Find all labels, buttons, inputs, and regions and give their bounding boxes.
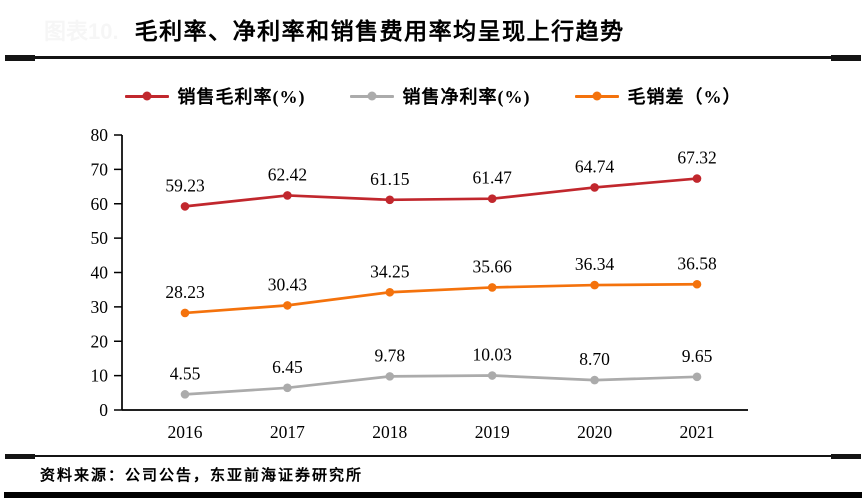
x-tick-label: 2017 xyxy=(270,422,305,442)
data-point xyxy=(692,174,702,183)
data-label: 10.03 xyxy=(473,345,513,365)
data-point xyxy=(180,202,190,211)
x-tick-label: 2016 xyxy=(168,422,203,442)
legend-dot-icon xyxy=(142,91,151,101)
data-point xyxy=(283,191,292,200)
data-label: 64.74 xyxy=(575,156,615,176)
x-tick-label: 2018 xyxy=(372,422,407,442)
data-point xyxy=(487,194,497,203)
x-tick-label: 2019 xyxy=(475,422,510,442)
data-point xyxy=(590,280,599,290)
legend-dot-icon xyxy=(592,91,601,101)
data-point xyxy=(385,372,395,381)
legend-item: 销售净利率(%) xyxy=(349,83,531,109)
data-label: 35.66 xyxy=(473,256,513,276)
data-label: 61.47 xyxy=(473,168,513,188)
data-label: 36.58 xyxy=(677,253,717,273)
data-label: 34.25 xyxy=(370,261,410,281)
data-point xyxy=(385,287,395,297)
y-tick-label: 20 xyxy=(91,331,109,351)
data-label: 30.43 xyxy=(268,274,308,294)
legend-label: 毛销差（%） xyxy=(627,87,742,107)
chart-legend: 销售毛利率(%) 销售净利率(%) 毛销差（%） xyxy=(0,83,866,109)
data-point xyxy=(180,308,190,318)
data-label: 8.70 xyxy=(579,349,610,369)
data-point xyxy=(692,279,702,289)
data-point xyxy=(590,375,599,385)
legend-line-marker-icon xyxy=(124,91,169,101)
data-point xyxy=(385,195,395,205)
data-label: 6.45 xyxy=(272,357,303,377)
legend-item: 毛销差（%） xyxy=(574,83,742,109)
line-chart: 0 10 20 30 40 50 60 70 80 2016 2017 2018 2019 2020 202… xyxy=(91,125,748,442)
figure-number-watermark: 图表10. xyxy=(44,19,119,44)
data-label: 4.55 xyxy=(170,363,201,383)
series-line xyxy=(184,177,698,208)
data-point xyxy=(180,390,190,399)
title-divider xyxy=(5,54,861,61)
data-label: 9.78 xyxy=(374,345,405,365)
series-line xyxy=(184,374,698,396)
y-tick-label: 10 xyxy=(91,366,109,386)
data-label: 67.32 xyxy=(677,148,716,168)
legend-label: 销售净利率(%) xyxy=(402,87,531,107)
y-tick-label: 70 xyxy=(91,159,109,179)
bottom-border xyxy=(4,492,862,498)
footer-divider xyxy=(5,453,861,459)
y-tick-label: 50 xyxy=(91,228,109,248)
figure-header: 图表10. 毛利率、净利率和销售费用率均呈现上行趋势 xyxy=(44,12,858,46)
data-point xyxy=(283,383,292,393)
data-point xyxy=(487,371,497,380)
page-title: 毛利率、净利率和销售费用率均呈现上行趋势 xyxy=(134,19,625,44)
x-tick-label: 2020 xyxy=(577,422,612,442)
data-point xyxy=(487,283,497,292)
x-tick-label: 2021 xyxy=(680,422,715,442)
series-line xyxy=(184,282,698,315)
data-label: 59.23 xyxy=(165,175,205,195)
y-tick-label: 60 xyxy=(91,194,109,214)
data-label: 61.15 xyxy=(370,169,410,189)
y-tick-label: 40 xyxy=(91,263,109,283)
data-label: 62.42 xyxy=(268,164,307,184)
data-label: 28.23 xyxy=(165,282,205,302)
data-label: 36.34 xyxy=(575,254,615,274)
y-tick-label: 80 xyxy=(91,125,109,145)
y-tick-label: 0 xyxy=(99,400,108,420)
data-point xyxy=(283,301,292,310)
legend-dot-icon xyxy=(367,91,376,101)
source-note: 资料来源：公司公告，东亚前海证券研究所 xyxy=(40,468,364,484)
legend-line-marker-icon xyxy=(574,91,619,101)
data-label: 9.65 xyxy=(682,346,713,366)
legend-label: 销售毛利率(%) xyxy=(177,87,306,107)
data-point xyxy=(692,372,702,382)
data-point xyxy=(590,183,599,192)
y-tick-label: 30 xyxy=(91,297,109,317)
legend-line-marker-icon xyxy=(349,91,394,101)
legend-item: 销售毛利率(%) xyxy=(124,83,306,109)
